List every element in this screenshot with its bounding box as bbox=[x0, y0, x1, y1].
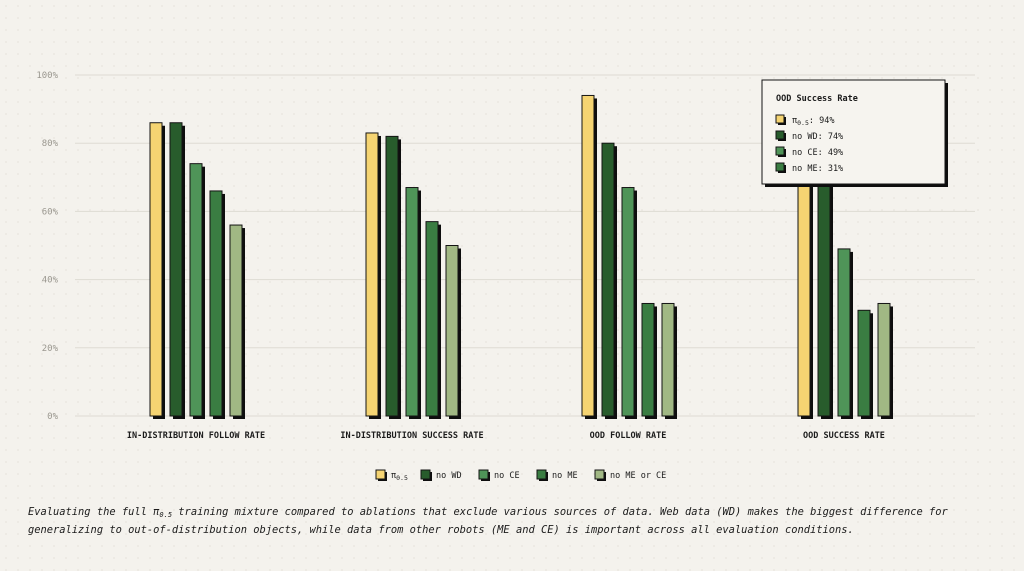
legend-label: no ME or CE bbox=[610, 471, 666, 481]
bar[interactable] bbox=[817, 163, 831, 417]
bar[interactable] bbox=[405, 187, 419, 417]
tooltip-swatch bbox=[775, 114, 785, 124]
caption-text-end: training mixture compared to ablations t… bbox=[28, 506, 948, 536]
bar[interactable] bbox=[149, 122, 163, 417]
bar[interactable] bbox=[209, 190, 223, 417]
category-label: OOD FOLLOW RATE bbox=[590, 431, 667, 441]
category-label: IN-DISTRIBUTION SUCCESS RATE bbox=[340, 431, 483, 441]
bar[interactable] bbox=[837, 248, 851, 417]
legend-swatch bbox=[420, 469, 431, 480]
y-tick-label: 0% bbox=[47, 412, 58, 422]
bar[interactable] bbox=[877, 302, 891, 417]
legend: π0.5 no WD no CE no ME no ME or CE bbox=[375, 469, 666, 482]
category-label: IN-DISTRIBUTION FOLLOW RATE bbox=[127, 431, 265, 441]
tooltip-swatch bbox=[775, 162, 785, 172]
bar-chart: 0% 20% 40% 60% 80% 100% IN-DISTRIBUTION FOLLO… bbox=[36, 71, 975, 482]
tooltip-item: no WD: 74% bbox=[792, 132, 843, 142]
bar[interactable] bbox=[581, 94, 595, 417]
tooltip-item: π0.5: 94% bbox=[792, 116, 834, 127]
caption-pi-subscript: 0.5 bbox=[159, 511, 173, 519]
bar[interactable] bbox=[169, 122, 183, 417]
figure-caption: Evaluating the full π0.5 training mixtur… bbox=[28, 505, 1003, 538]
tooltip-title: OOD Success Rate bbox=[776, 94, 858, 104]
legend-swatch bbox=[478, 469, 489, 480]
tooltip-swatch bbox=[775, 130, 785, 140]
caption-pi: π bbox=[153, 506, 160, 518]
bar[interactable] bbox=[601, 142, 615, 417]
y-tick-label: 40% bbox=[42, 276, 59, 286]
y-tick-label: 60% bbox=[42, 207, 59, 217]
bar[interactable] bbox=[229, 224, 243, 417]
legend-label: π0.5 bbox=[391, 471, 408, 482]
legend-label: no ME bbox=[552, 471, 578, 481]
bar[interactable] bbox=[641, 302, 655, 417]
tooltip: OOD Success Rate π0.5: 94% no WD: 74% no CE… bbox=[761, 79, 948, 187]
legend-label: no CE bbox=[494, 471, 520, 481]
caption-text-start: Evaluating the full bbox=[28, 506, 154, 518]
legend-swatch bbox=[594, 469, 605, 480]
category-label: OOD SUCCESS RATE bbox=[803, 431, 885, 441]
legend-swatch bbox=[375, 469, 386, 480]
bar[interactable] bbox=[661, 302, 675, 417]
y-axis: 0% 20% 40% 60% 80% 100% bbox=[36, 71, 58, 422]
bar[interactable] bbox=[857, 309, 871, 417]
tooltip-item: no ME: 31% bbox=[792, 164, 843, 174]
y-tick-label: 80% bbox=[42, 139, 59, 149]
x-axis: IN-DISTRIBUTION FOLLOW RATE IN-DISTRIBUTI… bbox=[127, 431, 885, 441]
bars bbox=[149, 94, 893, 420]
bar[interactable] bbox=[189, 163, 203, 417]
tooltip-box bbox=[761, 79, 946, 185]
y-tick-label: 100% bbox=[36, 71, 58, 81]
bar[interactable] bbox=[385, 135, 399, 417]
legend-swatch bbox=[536, 469, 547, 480]
y-tick-label: 20% bbox=[42, 344, 59, 354]
bar[interactable] bbox=[445, 245, 459, 417]
tooltip-item: no CE: 49% bbox=[792, 148, 843, 158]
bar[interactable] bbox=[365, 132, 379, 417]
bar[interactable] bbox=[621, 187, 635, 417]
legend-label: no WD bbox=[436, 471, 462, 481]
bar[interactable] bbox=[425, 221, 439, 417]
tooltip-swatch bbox=[775, 146, 785, 156]
